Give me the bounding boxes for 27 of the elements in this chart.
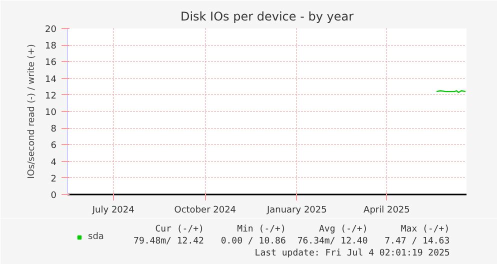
x-tick-label: July 2024: [91, 206, 135, 216]
y-tick-label: 8: [50, 124, 57, 135]
text: 0.00 / 10.86: [220, 236, 286, 246]
text: Max (-/+): [400, 224, 450, 234]
x-tick-label: October 2024: [174, 206, 236, 216]
text: 76.34m/ 12.40: [297, 236, 368, 246]
y-tick-label: 20: [45, 25, 57, 35]
y-tick-label: 4: [50, 158, 57, 168]
text: Avg (-/+): [318, 224, 368, 234]
text: Last update: Fri Jul 4 02:01:19 2025: [254, 248, 450, 258]
y-tick-label: 12: [45, 91, 56, 102]
y-tick-label: 0: [50, 191, 57, 201]
text: Cur (-/+): [155, 224, 204, 234]
text: 79.48m/ 12.42: [134, 236, 204, 246]
x-tick-label: April 2025: [364, 206, 410, 216]
text: 7.47 / 14.63: [384, 236, 450, 246]
y-tick-label: 16: [45, 58, 57, 68]
legend-label: sda: [88, 232, 105, 242]
y-tick-label: 2: [50, 174, 57, 184]
text: Min (-/+): [237, 224, 286, 234]
y-tick-label: 6: [50, 141, 57, 152]
y-tick-label: 18: [45, 42, 57, 52]
x-tick-label: January 2025: [266, 206, 327, 216]
y-axis-title: IOs/second read (-) / write (+): [27, 44, 38, 179]
chart-title: Disk IOs per device - by year: [180, 10, 354, 24]
y-tick-label: 14: [45, 74, 57, 85]
y-tick-label: 10: [45, 108, 57, 118]
